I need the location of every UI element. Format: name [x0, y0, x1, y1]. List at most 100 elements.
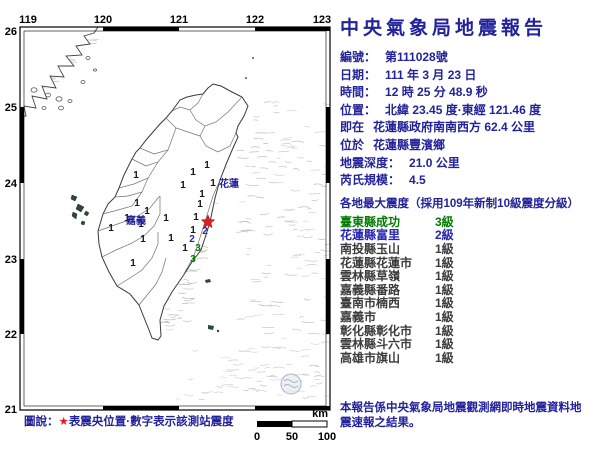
station-intensity-number: 1 [124, 213, 130, 224]
station-intensity-number: 1 [197, 199, 203, 210]
lon-label: 120 [94, 14, 112, 26]
field-value: 12 時 25 分 48.9 秒 [385, 85, 488, 100]
intensity-level: 1級 [435, 323, 454, 338]
station-intensity-number: 3 [195, 243, 201, 254]
intensity-row: 高雄市旗山 1級 [340, 351, 595, 366]
legend-prefix: 圖說： [24, 414, 59, 428]
intensity-level: 1級 [435, 241, 454, 256]
map-legend: 圖說：★表震央位置·數字表示該測站震度 [24, 414, 234, 428]
cwb-logo-watermark [280, 373, 302, 395]
epicenter-star-marker [200, 214, 216, 229]
scale-bar: km 0 50 100 [254, 408, 336, 443]
station-intensity-number: 1 [140, 234, 146, 245]
city-label: 花蓮 [219, 177, 239, 190]
penghu-islands [70, 194, 90, 226]
intensity-level: 1級 [435, 282, 454, 297]
field-label: 地震深度： [340, 155, 401, 170]
station-intensity-number: 1 [182, 243, 188, 254]
station-intensity-number: 2 [202, 226, 208, 237]
field-value: 第111028號 [385, 50, 448, 64]
station-intensity-number: 1 [190, 225, 196, 236]
intensity-row: 雲林縣斗六市 1級 [340, 337, 595, 352]
scale-tick-label: 0 [254, 431, 260, 443]
intensity-level: 1級 [435, 269, 454, 284]
lat-label: 21 [5, 404, 17, 416]
intensity-location: 雲林縣草嶺 [340, 269, 401, 284]
report-fields: 編號： 第111028號日期： 111 年 3 月 23 日時間： 12 時 25 分… [340, 49, 595, 190]
field-label: 位於 [340, 137, 365, 152]
report-title: 中央氣象局地震報告 [340, 18, 548, 39]
report-field-row: 即在 花蓮縣政府南南西方 62.4 公里 [340, 119, 595, 137]
field-value: 北緯 23.45 度·東經 121.46 度 [385, 102, 542, 117]
station-intensity-number: 3 [190, 254, 196, 265]
report-field-row: 芮氏規模： 4.5 [340, 172, 595, 190]
report-field-row: 日期： 111 年 3 月 23 日 [340, 67, 595, 85]
intensity-level: 2級 [435, 228, 454, 243]
lon-label: 122 [246, 14, 264, 26]
intensity-header: 各地最大震度（採用109年新制10級震度分級） [340, 197, 579, 210]
intensity-level: 3級 [435, 214, 454, 229]
intensity-level: 1級 [435, 255, 454, 270]
intensity-row: 花蓮縣富里 2級 [340, 229, 595, 243]
scale-tick-label: 100 [318, 431, 336, 443]
report-field-row: 位置： 北緯 23.45 度·東經 121.46 度 [340, 102, 595, 120]
green-island-orchid-island [205, 279, 220, 333]
station-intensity-number: 1 [133, 170, 139, 181]
station-intensity-number: 1 [134, 198, 140, 209]
report-field-row: 編號： 第111028號 [340, 49, 595, 67]
field-label: 即在 [340, 120, 365, 135]
field-value: 111 年 3 月 23 日 [385, 67, 477, 82]
lat-label: 23 [5, 254, 17, 266]
epicenter-star-glyph: ★ [59, 416, 69, 428]
scale-tick-labels: 0 50 100 [254, 431, 336, 443]
lat-label: 25 [5, 102, 17, 114]
offshore-islands [30, 56, 97, 111]
intensity-row: 嘉義市 1級 [340, 310, 595, 325]
lon-label: 123 [313, 14, 331, 26]
station-intensity-number: 1 [204, 160, 210, 171]
lat-label: 24 [5, 178, 18, 190]
small-sea-dots [245, 57, 254, 79]
station-intensity-number: 1 [130, 258, 136, 269]
intensity-row: 南投縣玉山 1級 [340, 241, 595, 257]
report-field-row: 地震深度： 21.0 公里 [340, 155, 595, 173]
field-label: 編號： [340, 50, 377, 64]
station-intensity-number: 1 [193, 212, 199, 223]
intensity-location: 嘉義縣番路 [340, 282, 401, 297]
intensity-table: 臺東縣成功 3級 花蓮縣富里 2級 南投縣玉山 1級 花蓮縣花蓮市 1級 雲林縣草嶺 1級 嘉義縣番… [340, 214, 595, 366]
station-intensity-number: 1 [108, 223, 114, 234]
field-value: 21.0 公里 [409, 155, 460, 170]
report-footer: 本報告係中央氣象局地震觀測網即時地震資料地震速報之結果。 [340, 402, 582, 429]
station-intensity-number: 1 [138, 219, 144, 230]
intensity-location: 花蓮縣富里 [340, 228, 401, 243]
intensity-row: 彰化縣彰化市 1級 [340, 323, 595, 339]
taiwan-coastline [97, 83, 249, 341]
station-intensity-number: 1 [163, 213, 169, 224]
report-panel: 中央氣象局地震報告 編號： 第111028號日期： 111 年 3 月 23 日時間… [337, 0, 595, 450]
station-intensity-number: 2 [189, 234, 195, 245]
field-label: 時間： [340, 85, 377, 100]
intensity-row: 雲林縣草嶺 1級 [340, 270, 595, 284]
intensity-row: 臺東縣成功 3級 [340, 214, 595, 230]
station-intensity-number: 1 [168, 233, 174, 244]
city-label: 嘉義 [125, 214, 146, 227]
legend-text: 表震央位置·數字表示該測站震度 [68, 414, 234, 428]
field-value: 花蓮縣豐濱鄉 [373, 137, 446, 152]
intensity-row: 臺南市楠西 1級 [340, 297, 595, 311]
intensity-location: 花蓮縣花蓮市 [340, 255, 413, 270]
intensity-location: 南投縣玉山 [340, 241, 401, 256]
field-label: 位置： [340, 102, 377, 117]
station-intensity-number: 1 [190, 167, 196, 178]
station-intensity-number: 1 [144, 206, 150, 217]
map-frame [19, 26, 331, 411]
field-value: 4.5 [409, 173, 426, 188]
field-label: 芮氏規模： [340, 173, 401, 188]
china-coastline [20, 27, 99, 118]
scale-unit: km [312, 408, 328, 420]
lat-label: 22 [5, 329, 17, 341]
